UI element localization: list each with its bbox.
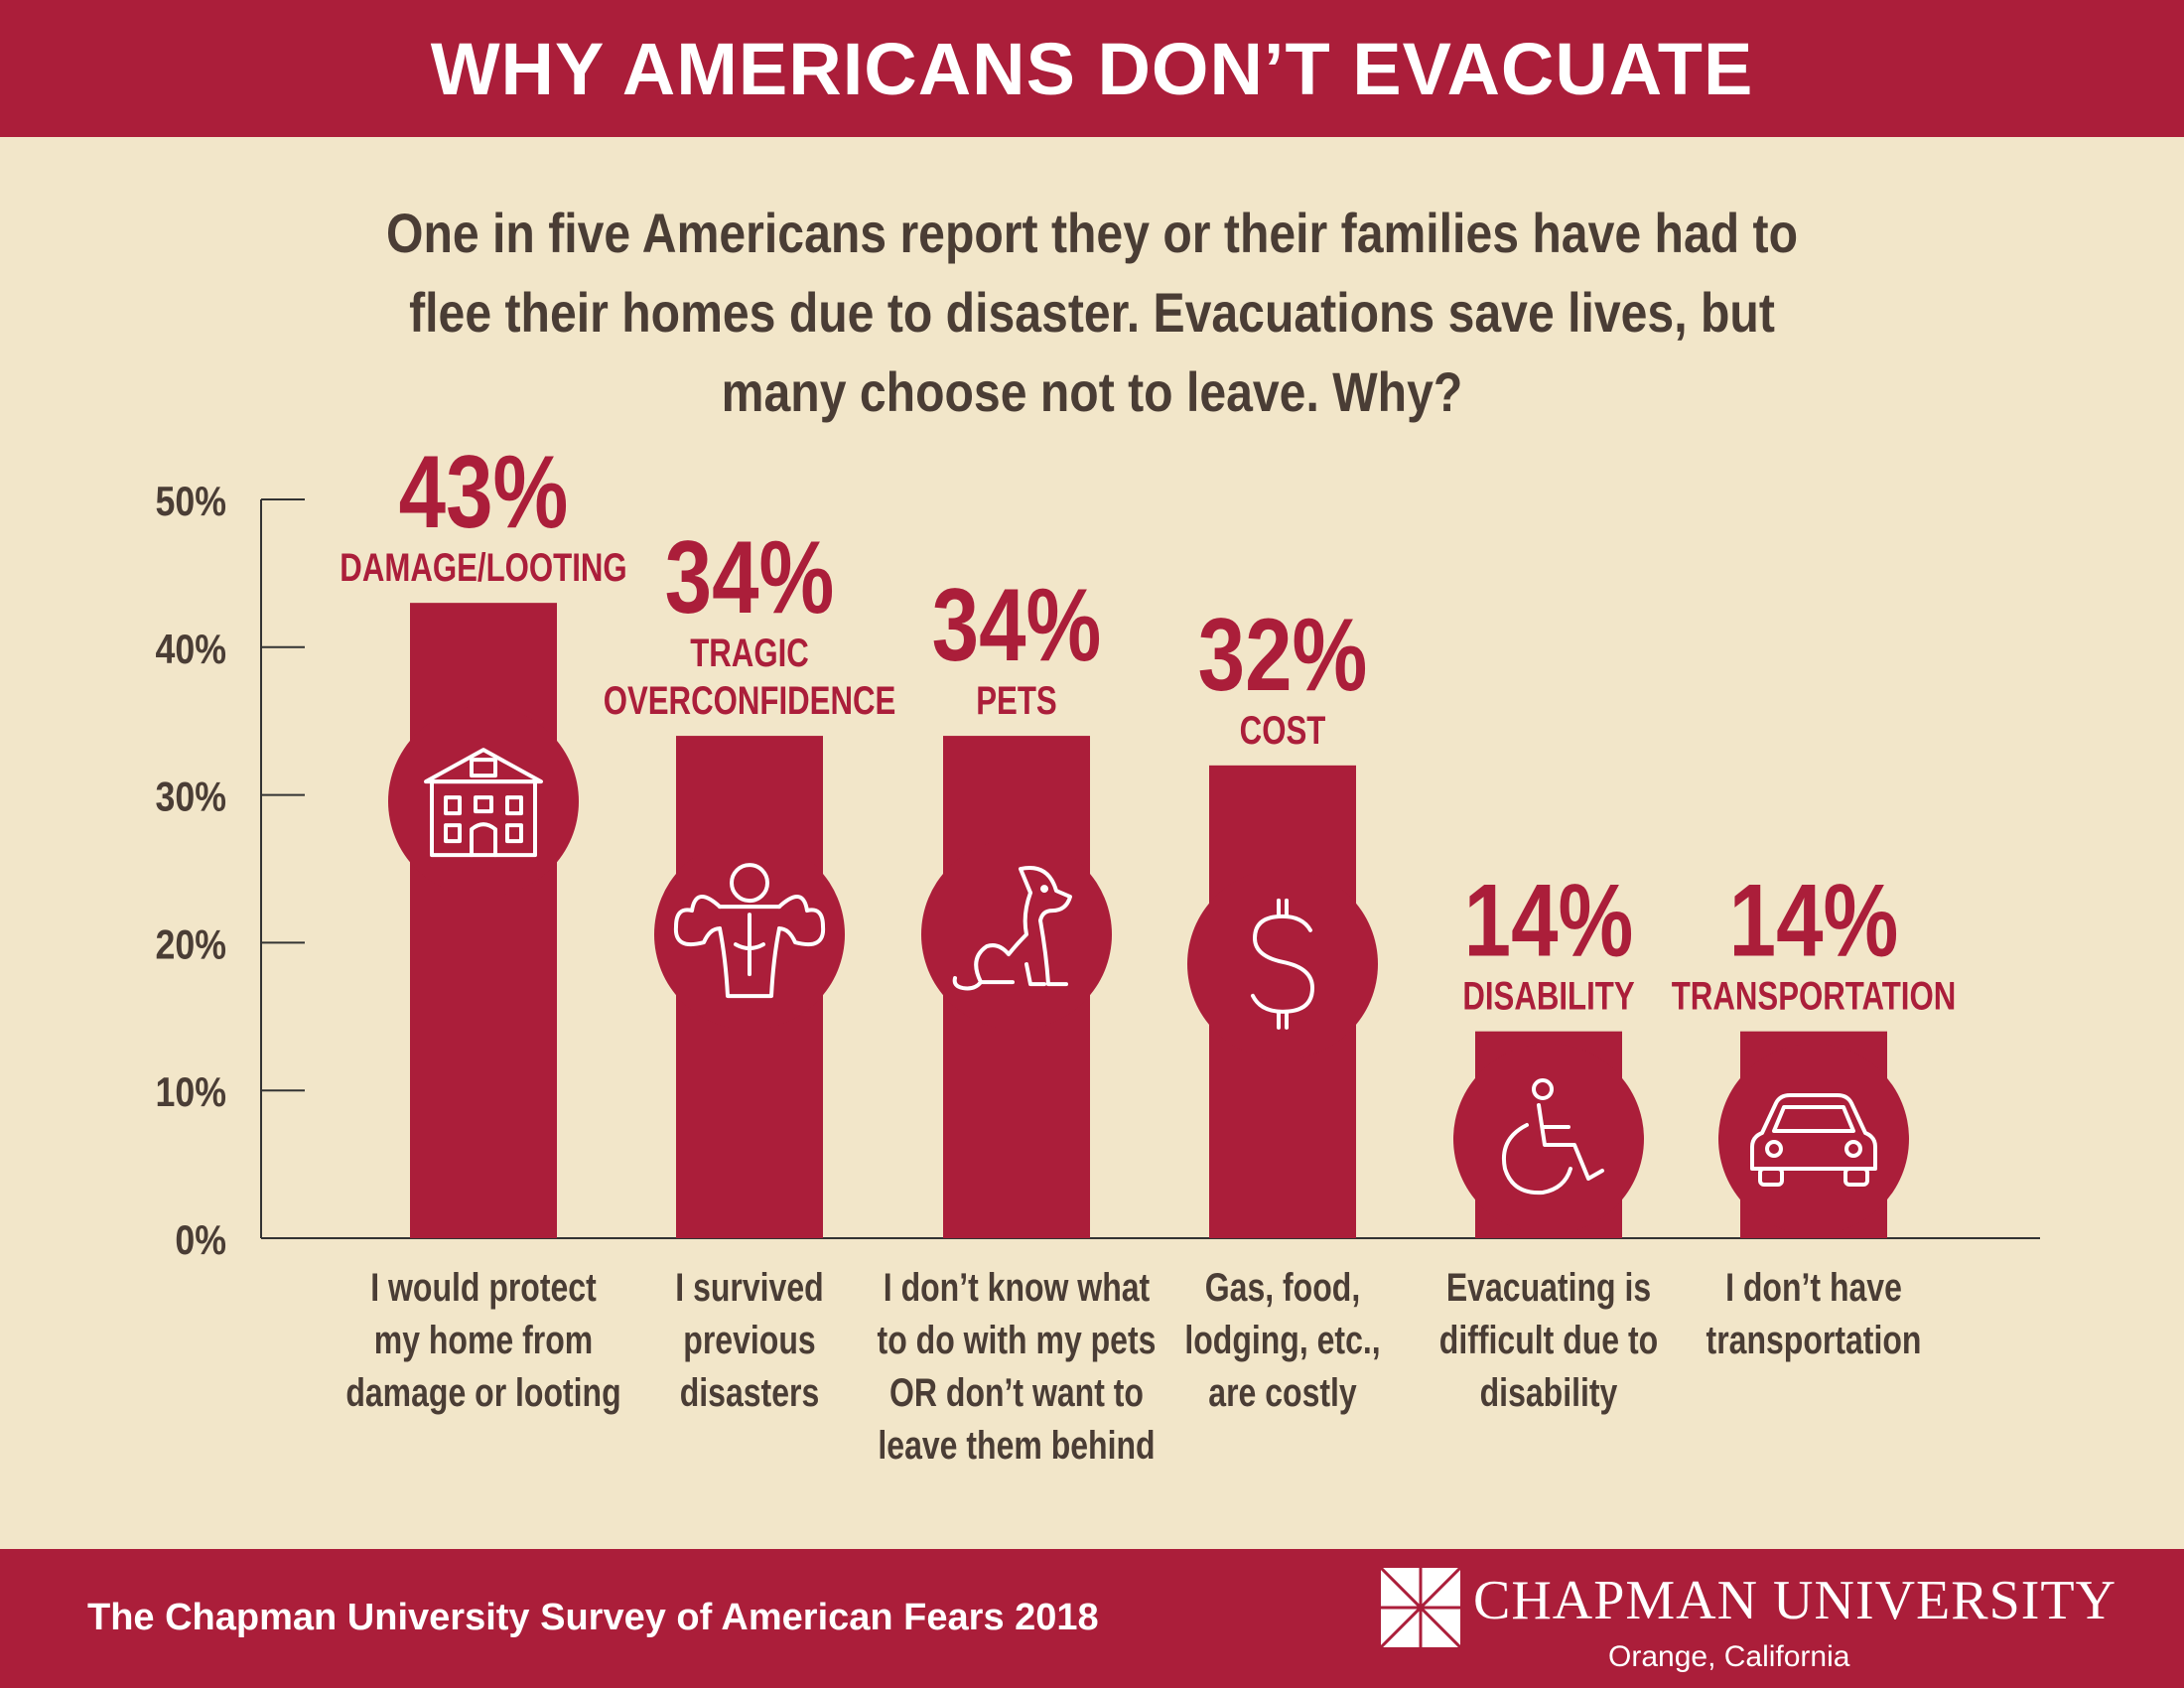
bar — [410, 603, 557, 1238]
category-label: OVERCONFIDENCE — [604, 678, 896, 723]
description-line: I don’t have — [1725, 1265, 1902, 1310]
description-line: I don’t know what — [884, 1265, 1150, 1310]
page-title: WHY AMERICANS DON’T EVACUATE — [430, 27, 1754, 110]
value-label: 32% — [1198, 598, 1368, 713]
category-label: TRANSPORTATION — [1672, 974, 1956, 1019]
icon-circle — [1453, 1044, 1644, 1234]
chapman-logo-icon — [1380, 1567, 1461, 1648]
description-line: OR don’t want to — [889, 1370, 1144, 1415]
value-label: 14% — [1729, 864, 1899, 979]
description-line: lodging, etc., — [1184, 1318, 1380, 1362]
wheelchair-icon — [1502, 1078, 1604, 1196]
y-tick-label: 50% — [156, 479, 226, 524]
value-label: 34% — [665, 520, 835, 635]
intro-text: One in five Americans report they or the… — [385, 202, 1799, 423]
category-label: DISABILITY — [1462, 974, 1634, 1019]
description-line: my home from — [374, 1318, 593, 1362]
description-line: I would protect — [370, 1265, 597, 1310]
description-line: previous — [683, 1318, 815, 1362]
icon-circle — [388, 706, 579, 898]
description-line: I survived — [675, 1265, 823, 1310]
category-label: DAMAGE/LOOTING — [340, 545, 626, 590]
category-label: TRAGIC — [690, 631, 809, 675]
icon-circle — [1718, 1044, 1909, 1234]
description-line: disasters — [680, 1370, 820, 1415]
value-label: 14% — [1464, 864, 1634, 979]
description-line: transportation — [1706, 1318, 1922, 1362]
university-name: CHAPMAN UNIVERSITY — [1473, 1570, 2117, 1631]
y-tick-label: 30% — [156, 774, 226, 820]
category-label: PETS — [976, 678, 1056, 723]
value-label: 34% — [932, 568, 1102, 683]
title-banner: WHY AMERICANS DON’T EVACUATE — [0, 0, 2184, 137]
description-line: Gas, food, — [1205, 1265, 1360, 1310]
description-line: damage or looting — [345, 1370, 620, 1415]
dollar-icon — [1251, 898, 1314, 1030]
survey-name: The Chapman University Survey of America… — [87, 1597, 1099, 1638]
y-tick-label: 40% — [156, 627, 226, 672]
footer-banner: The Chapman University Survey of America… — [0, 1549, 2184, 1688]
description-line: Evacuating is — [1446, 1265, 1651, 1310]
car-icon — [1750, 1093, 1877, 1187]
description-line: to do with my pets — [878, 1318, 1157, 1362]
description-line: leave them behind — [878, 1423, 1155, 1468]
y-tick-label: 10% — [156, 1070, 226, 1116]
icon-circle — [921, 839, 1112, 1031]
y-tick-label: 0% — [175, 1217, 226, 1263]
description-line: difficult due to — [1439, 1318, 1658, 1362]
university-location: Orange, California — [1608, 1640, 1850, 1673]
dog-icon — [952, 866, 1072, 991]
value-label: 43% — [399, 435, 569, 550]
y-tick-label: 20% — [156, 922, 226, 968]
house-icon — [424, 748, 543, 858]
category-label: COST — [1240, 708, 1326, 753]
bodybuilder-icon — [673, 863, 826, 999]
description-line: are costly — [1208, 1370, 1356, 1415]
description-line: disability — [1480, 1370, 1618, 1415]
